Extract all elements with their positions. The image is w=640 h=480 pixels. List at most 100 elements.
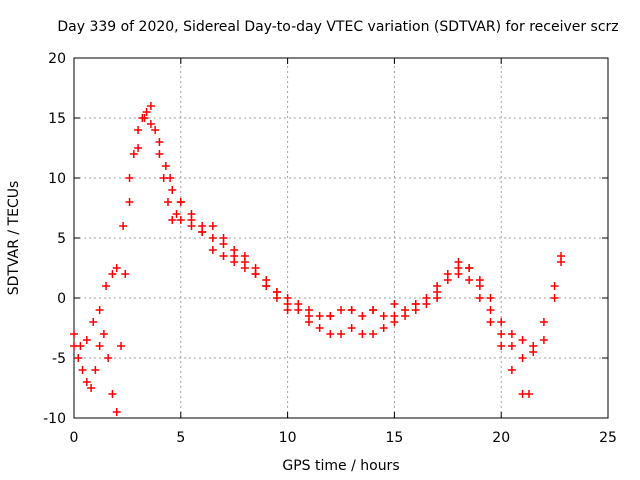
data-point: [390, 318, 399, 326]
data-point: [76, 342, 85, 350]
x-tick-label: 20: [492, 430, 510, 446]
data-point: [550, 294, 559, 302]
data-point: [518, 354, 527, 362]
data-point: [443, 276, 452, 284]
data-point: [95, 306, 104, 314]
data-point: [219, 252, 228, 260]
y-axis-label: SDTVAR / TECUs: [6, 181, 22, 296]
data-point: [82, 336, 91, 344]
data-point: [99, 330, 108, 338]
data-point: [486, 318, 495, 326]
data-point: [168, 216, 177, 224]
data-point: [112, 264, 121, 272]
data-point: [475, 282, 484, 290]
x-tick-label: 0: [70, 430, 79, 446]
data-point: [465, 276, 474, 284]
data-point: [497, 330, 506, 338]
data-point: [208, 222, 217, 230]
data-point: [95, 342, 104, 350]
x-axis-label: GPS time / hours: [282, 458, 399, 474]
y-tick-label: -5: [52, 351, 66, 367]
data-point: [507, 330, 516, 338]
data-point: [240, 264, 249, 272]
data-point: [294, 306, 303, 314]
data-point: [163, 198, 172, 206]
data-point: [486, 294, 495, 302]
data-point: [230, 258, 239, 266]
gridlines: [74, 58, 608, 418]
data-point: [166, 174, 175, 182]
y-tick-label: 5: [57, 231, 66, 247]
data-point: [347, 324, 356, 332]
x-tick-label: 15: [385, 430, 403, 446]
data-point: [401, 312, 410, 320]
data-point: [369, 306, 378, 314]
data-point: [82, 378, 91, 386]
data-point: [315, 324, 324, 332]
data-point: [539, 318, 548, 326]
data-point: [140, 114, 149, 122]
data-point: [251, 270, 260, 278]
data-point: [507, 342, 516, 350]
data-point: [155, 150, 164, 158]
data-point: [550, 282, 559, 290]
x-tick-label: 25: [599, 430, 617, 446]
data-point: [337, 330, 345, 338]
data-point: [116, 342, 125, 350]
data-point: [142, 108, 151, 116]
data-point: [121, 270, 130, 278]
data-point: [326, 330, 335, 338]
data-point: [283, 306, 292, 314]
y-tick-label: 0: [57, 291, 66, 307]
data-point: [304, 318, 313, 326]
data-point: [358, 330, 367, 338]
data-point: [129, 150, 138, 158]
y-axis: -10 -5 0 5 10 15 20: [43, 51, 608, 427]
data-point: [433, 288, 442, 296]
data-point: [119, 222, 128, 230]
data-point: [102, 282, 111, 290]
data-point: [497, 318, 506, 326]
data-point: [326, 312, 335, 320]
x-tick-label: 10: [279, 430, 297, 446]
data-point: [108, 390, 117, 398]
data-point: [379, 324, 388, 332]
y-tick-label: -10: [43, 411, 66, 427]
data-point: [518, 336, 527, 344]
data-point: [315, 312, 324, 320]
data-point: [208, 246, 217, 254]
data-point: [87, 384, 96, 392]
data-point: [379, 312, 388, 320]
data-point: [557, 258, 566, 266]
data-point: [219, 240, 228, 248]
data-point: [272, 294, 281, 302]
y-tick-label: 20: [48, 51, 66, 67]
data-point: [104, 354, 113, 362]
data-point: [112, 408, 121, 416]
data-point: [486, 306, 495, 314]
data-point: [369, 330, 378, 338]
data-point: [347, 306, 356, 314]
data-point: [358, 312, 367, 320]
y-tick-label: 10: [48, 171, 66, 187]
data-point: [539, 336, 548, 344]
x-axis: 0 5 10 15 20 25: [70, 58, 617, 446]
data-point: [125, 174, 134, 182]
data-point: [176, 198, 185, 206]
data-point: [176, 216, 185, 224]
data-point: [524, 390, 533, 398]
data-point: [507, 366, 516, 374]
data-point: [390, 300, 399, 308]
data-point: [337, 306, 345, 314]
data-point: [422, 300, 431, 308]
data-point: [146, 120, 155, 128]
data-point: [91, 366, 100, 374]
data-point: [89, 318, 98, 326]
y-tick-label: 15: [48, 111, 66, 127]
data-point: [146, 102, 155, 110]
data-point: [475, 294, 484, 302]
data-point: [161, 162, 170, 170]
data-point: [125, 198, 134, 206]
data-point: [454, 270, 463, 278]
